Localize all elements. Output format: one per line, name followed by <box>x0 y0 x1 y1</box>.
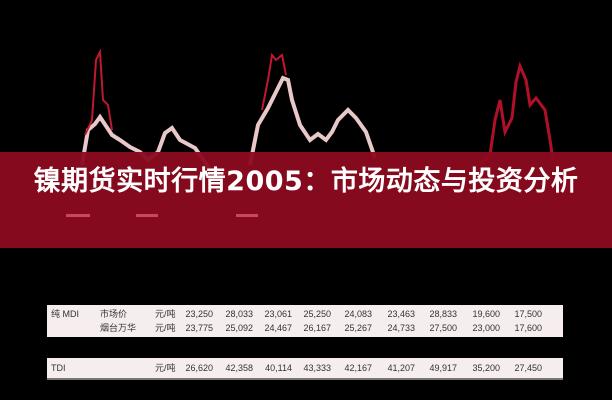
value-cell: 42,358 <box>225 363 253 373</box>
value-cell: 35,200 <box>472 363 500 373</box>
value-cell: 24,467 <box>264 323 292 333</box>
decorative-dash <box>66 214 90 217</box>
decorative-dash <box>136 214 158 217</box>
value-cell: 25,250 <box>303 309 331 319</box>
value-cell: 23,250 <box>185 309 213 319</box>
value-cell: 28,033 <box>225 309 253 319</box>
value-cell: 17,600 <box>514 323 542 333</box>
value-cell: 41,207 <box>387 363 415 373</box>
unit-cell: 元/吨 <box>155 309 176 319</box>
table-row: 纯 MDI 市场价 元/吨 23,250 28,033 23,061 25,25… <box>47 307 563 321</box>
value-cell: 49,917 <box>429 363 457 373</box>
page-title: 镍期货实时行情2005：市场动态与投资分析 <box>33 166 579 197</box>
value-cell: 25,092 <box>225 323 253 333</box>
value-cell: 19,600 <box>472 309 500 319</box>
table-row: TDI 元/吨 26,620 42,358 40,114 43,333 42,1… <box>47 361 563 375</box>
product-cell: TDI <box>51 363 66 373</box>
value-cell: 23,000 <box>472 323 500 333</box>
value-cell: 23,463 <box>387 309 415 319</box>
product-cell: 纯 MDI <box>51 309 79 319</box>
value-cell: 23,061 <box>264 309 292 319</box>
value-cell: 24,733 <box>387 323 415 333</box>
item-cell: 市场价 <box>100 309 128 319</box>
value-cell: 28,833 <box>429 309 457 319</box>
value-cell: 27,500 <box>429 323 457 333</box>
price-line-3 <box>478 61 555 167</box>
value-cell: 40,114 <box>265 363 292 373</box>
value-cell: 17,500 <box>514 309 542 319</box>
decorative-dash <box>236 214 258 217</box>
price-line-2 <box>248 75 377 166</box>
table-section-mdi: 纯 MDI 市场价 元/吨 23,250 28,033 23,061 25,25… <box>47 305 563 337</box>
value-cell: 43,333 <box>303 363 331 373</box>
value-cell: 25,267 <box>344 323 372 333</box>
price-line-1-peak <box>84 48 113 136</box>
unit-cell: 元/吨 <box>155 323 176 333</box>
value-cell: 26,167 <box>303 323 331 333</box>
value-cell: 42,167 <box>344 363 372 373</box>
value-cell: 27,450 <box>514 363 542 373</box>
value-cell: 23,775 <box>185 323 213 333</box>
item-cell: 烟台万华 <box>100 323 137 333</box>
price-line-2-peak <box>261 52 287 111</box>
value-cell: 24,083 <box>344 309 372 319</box>
value-cell: 26,620 <box>185 363 213 373</box>
unit-cell: 元/吨 <box>155 363 176 373</box>
title-banner <box>0 152 612 248</box>
table-section-tdi: TDI 元/吨 26,620 42,358 40,114 43,333 42,1… <box>47 358 563 380</box>
table-row: 烟台万华 元/吨 23,775 25,092 24,467 26,167 25,… <box>47 321 563 335</box>
